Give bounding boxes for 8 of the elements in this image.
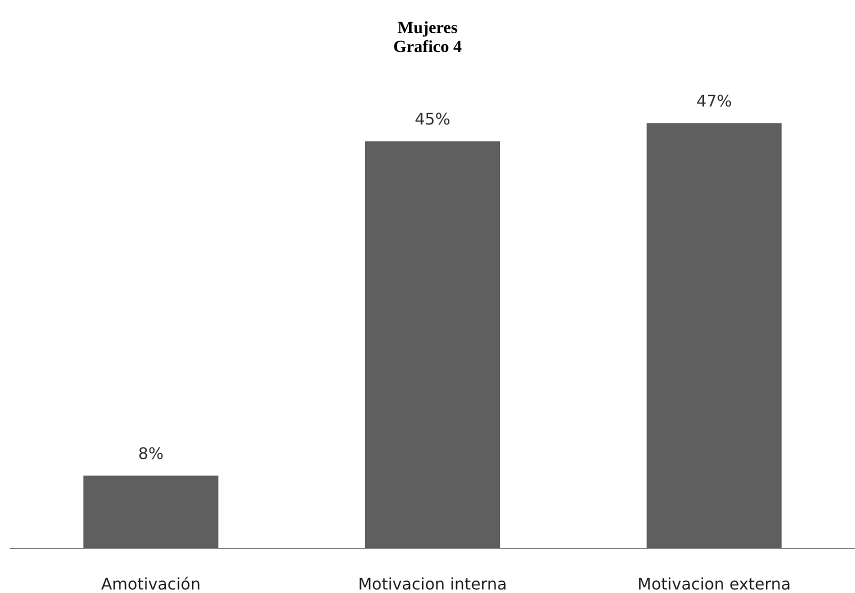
x-tick-label: Amotivación [101, 574, 201, 593]
chart-subtitle: Grafico 4 [393, 37, 462, 56]
x-tick-label: Motivacion interna [358, 574, 507, 593]
x-tick-label: Motivacion externa [638, 574, 791, 593]
data-label: 47% [696, 92, 732, 111]
data-label: 45% [414, 110, 450, 129]
data-label: 8% [138, 444, 164, 464]
chart-title: Mujeres [397, 18, 458, 37]
